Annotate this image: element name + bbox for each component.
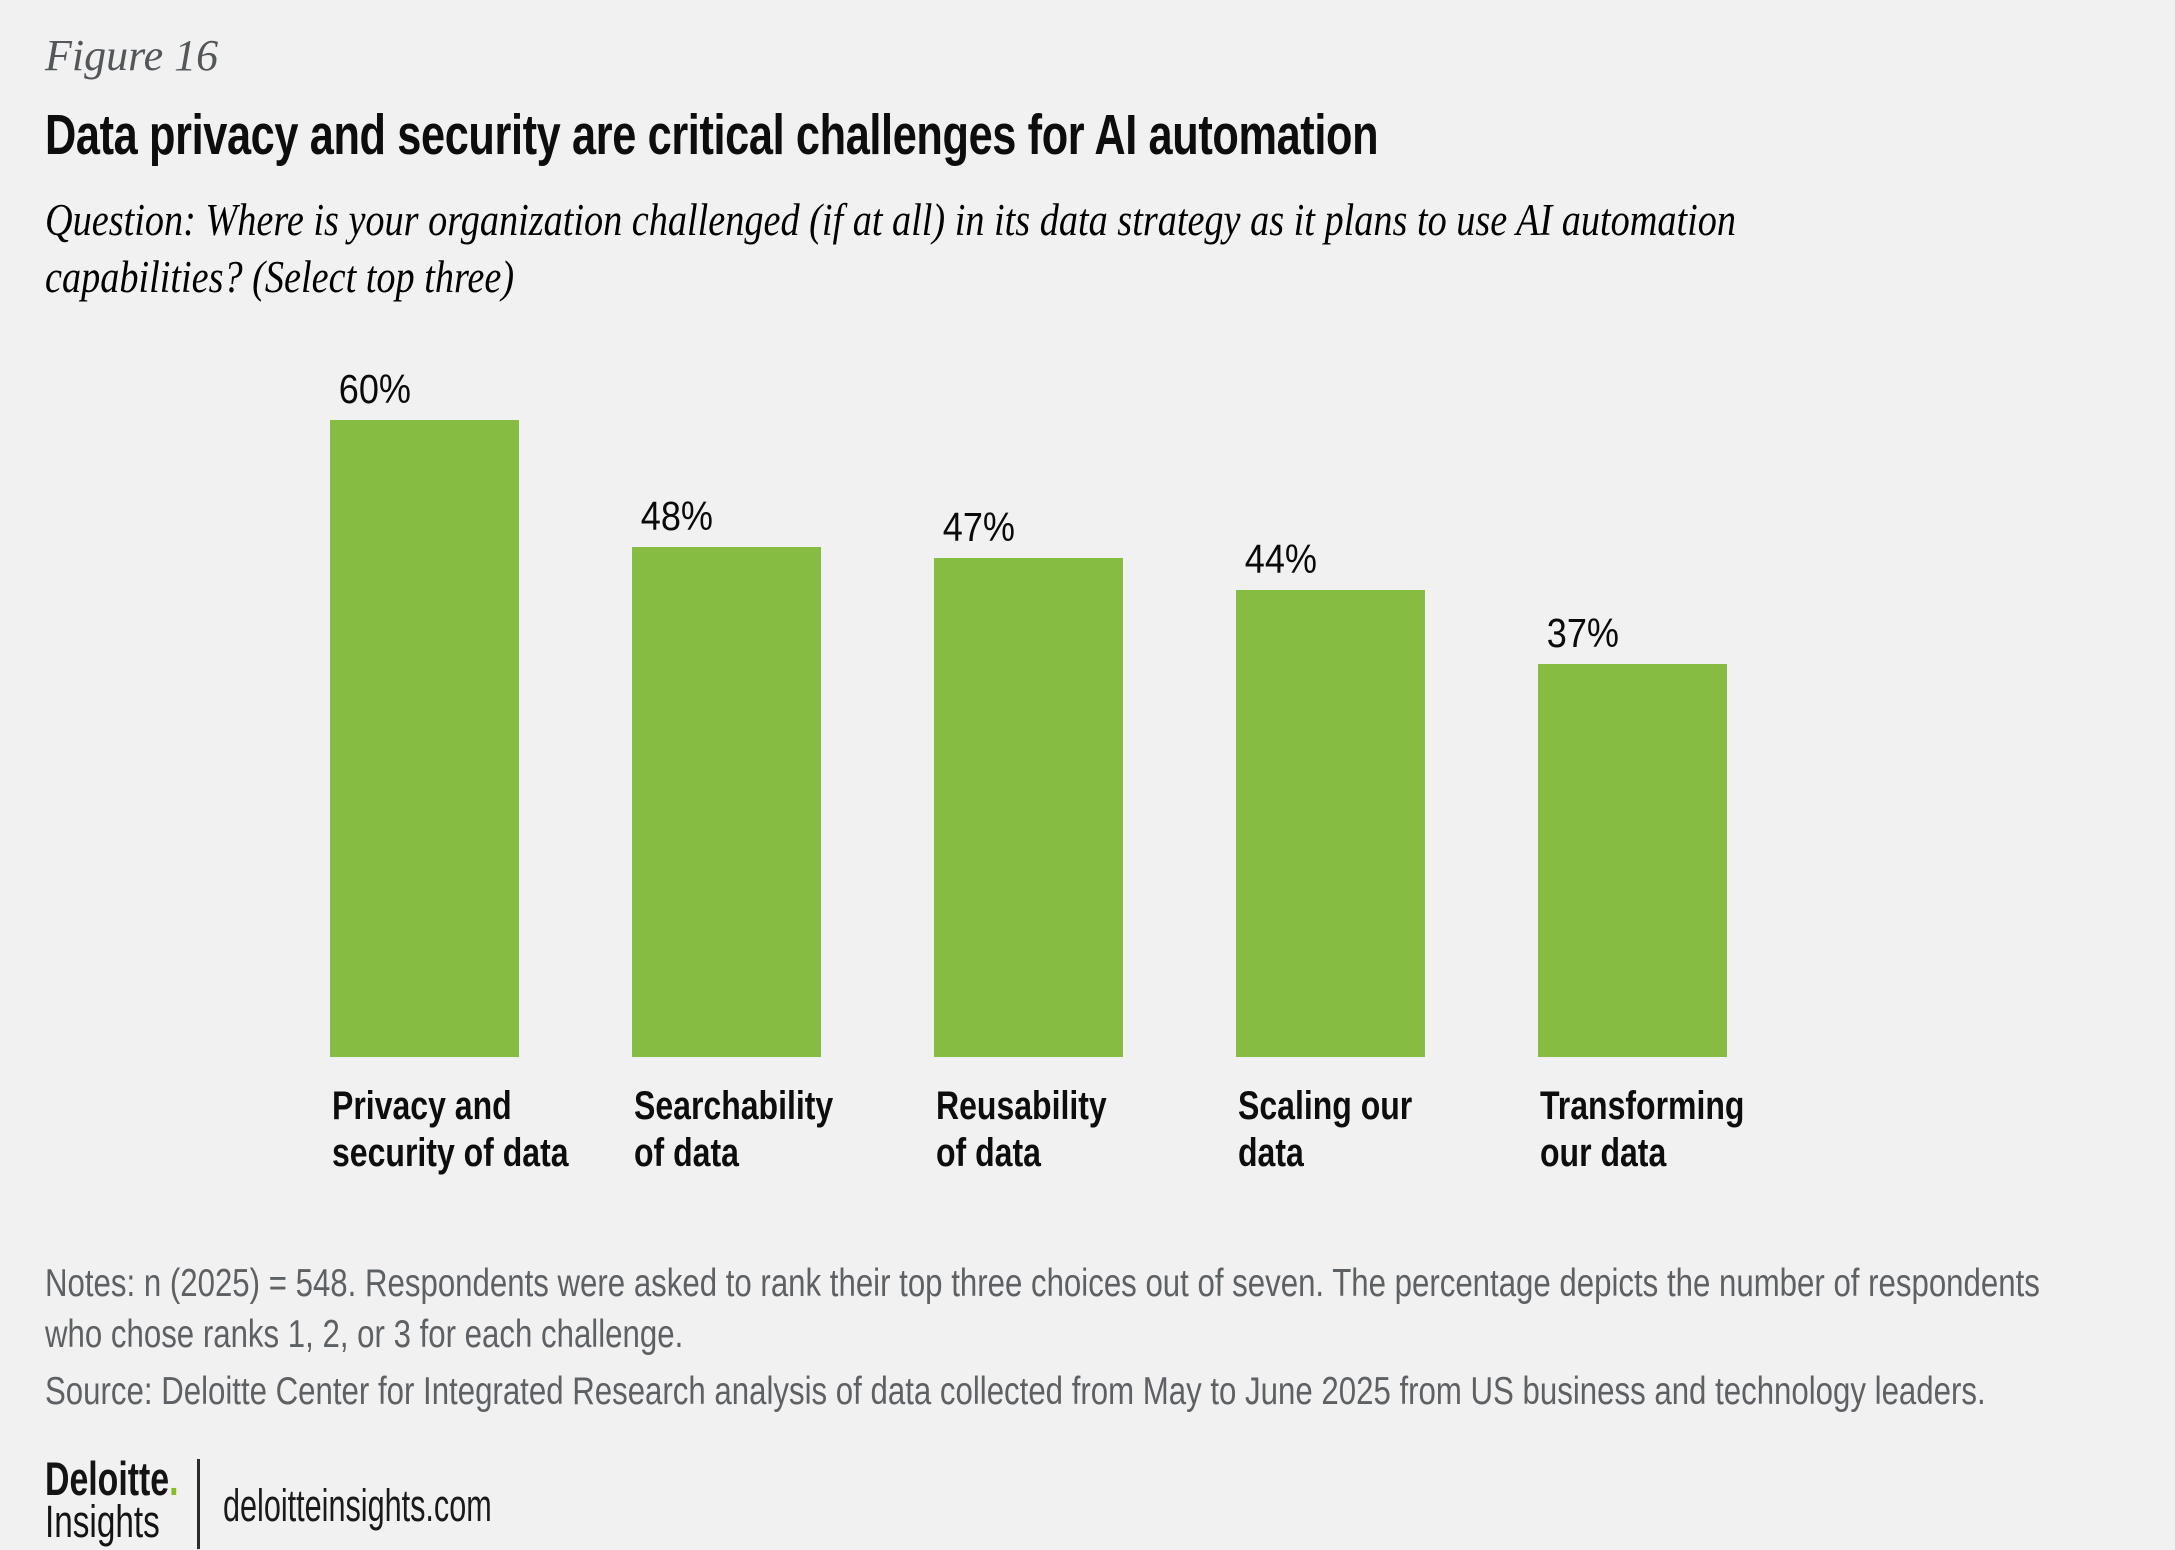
bar-privacy-security bbox=[330, 420, 519, 1057]
bar-column-reusability: 47% bbox=[934, 350, 1123, 1057]
bar-value-label: 47% bbox=[942, 504, 1016, 550]
survey-question-text: Question: Where is your organization cha… bbox=[45, 192, 1736, 306]
survey-question-line-2: capabilities? (Select top three) bbox=[45, 252, 515, 302]
chart-title: Data privacy and security are critical c… bbox=[45, 103, 1379, 167]
bar-column-scaling: 44% bbox=[1236, 350, 1425, 1057]
deloitte-logo: Deloitte. bbox=[45, 1455, 179, 1502]
bar-searchability bbox=[632, 547, 821, 1057]
bar-value-label: 44% bbox=[1244, 536, 1318, 582]
bar-column-transforming: 37% bbox=[1538, 350, 1727, 1057]
bar-value-label: 60% bbox=[338, 366, 412, 412]
insights-wordmark: Insights bbox=[45, 1496, 160, 1547]
bar-reusability bbox=[934, 558, 1123, 1057]
notes-line-2: who chose ranks 1, 2, or 3 for each chal… bbox=[45, 1313, 684, 1356]
category-label-transforming: Transforming our data bbox=[1540, 1084, 1745, 1175]
bar-value-label: 37% bbox=[1546, 610, 1620, 656]
survey-question-line-1: Question: Where is your organization cha… bbox=[45, 195, 1737, 245]
deloitte-wordmark: Deloitte bbox=[45, 1452, 170, 1505]
bar-transforming bbox=[1538, 664, 1727, 1057]
figure-number-label: Figure 16 bbox=[45, 31, 219, 80]
notes-text: Notes: n (2025) = 548. Respondents were … bbox=[45, 1258, 2040, 1360]
category-label-privacy-security: Privacy and security of data bbox=[332, 1084, 569, 1175]
deloitte-green-dot: . bbox=[169, 1452, 179, 1505]
bar-scaling bbox=[1236, 590, 1425, 1057]
notes-line-1: Notes: n (2025) = 548. Respondents were … bbox=[45, 1262, 2040, 1305]
logo-divider bbox=[197, 1459, 200, 1549]
bar-value-label: 48% bbox=[640, 493, 714, 539]
category-label-searchability: Searchability of data bbox=[634, 1084, 834, 1175]
bar-column-searchability: 48% bbox=[632, 350, 821, 1057]
bar-column-privacy-security: 60% bbox=[330, 350, 519, 1057]
category-label-reusability: Reusability of data bbox=[936, 1084, 1107, 1175]
source-text: Source: Deloitte Center for Integrated R… bbox=[45, 1370, 1986, 1413]
category-label-scaling: Scaling our data bbox=[1238, 1084, 1413, 1175]
site-url: deloitteinsights.com bbox=[223, 1480, 492, 1531]
